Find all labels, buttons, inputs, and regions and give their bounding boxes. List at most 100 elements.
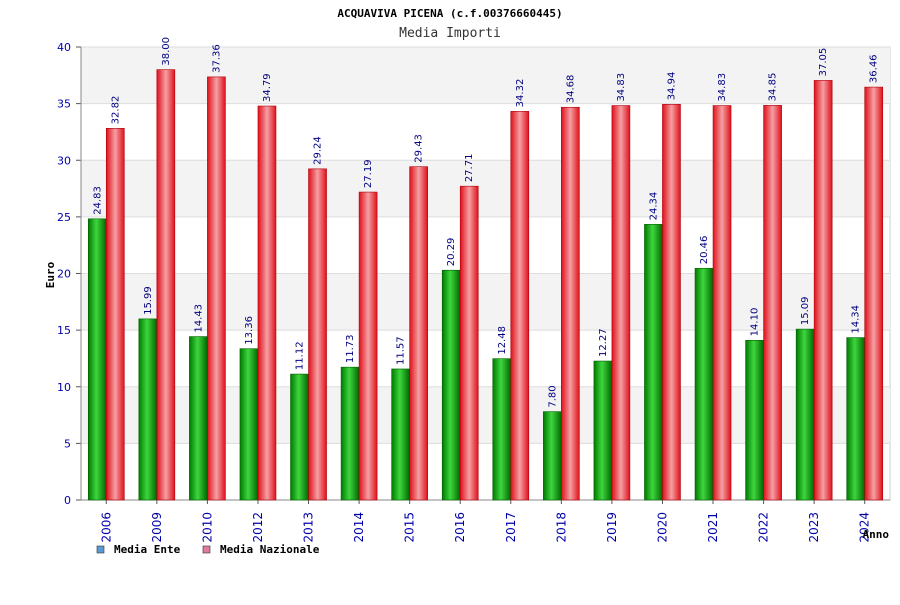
legend-swatch xyxy=(202,545,211,554)
data-label: 11.73 xyxy=(345,335,356,364)
bar-media-ente xyxy=(87,218,107,501)
bar-media-ente xyxy=(543,411,562,501)
chart-subtitle: Media Importi xyxy=(399,26,501,41)
legend: Media Ente Media Nazionale xyxy=(96,543,320,556)
bars xyxy=(87,69,884,501)
x-tick-label: 2012 xyxy=(251,512,265,543)
bar-media-ente xyxy=(593,360,613,501)
data-label: 34.79 xyxy=(262,73,273,102)
bar-media-nazionale xyxy=(459,185,479,501)
x-axis-ticks: 2006 2009 2010 2012 2013 2014 2015 2016 2017 2018… xyxy=(99,500,872,543)
data-label: 34.85 xyxy=(768,73,779,102)
y-tick-label: 10 xyxy=(57,381,71,394)
data-label: 14.10 xyxy=(750,308,761,337)
bar-media-ente xyxy=(290,373,309,501)
data-label: 14.34 xyxy=(851,305,862,334)
x-tick-label: 2010 xyxy=(200,512,214,543)
bar-media-ente xyxy=(239,348,259,501)
data-label: 29.24 xyxy=(313,136,324,165)
bar-media-ente xyxy=(340,366,360,501)
bar-media-nazionale xyxy=(358,191,378,501)
data-label: 7.80 xyxy=(547,385,558,407)
data-label: 38.00 xyxy=(161,37,172,66)
data-label: 11.57 xyxy=(396,336,407,365)
data-labels: 24.83 32.82 15.99 38.00 14.43 37.36 13.36 34.79… xyxy=(92,37,879,408)
bar-media-ente xyxy=(391,368,410,501)
bar-media-nazionale xyxy=(662,104,681,501)
data-label: 24.34 xyxy=(648,192,659,221)
x-tick-label: 2017 xyxy=(504,512,518,543)
y-tick-label: 0 xyxy=(64,494,71,507)
data-label: 37.05 xyxy=(818,48,829,77)
y-tick-label: 25 xyxy=(57,211,71,224)
bar-media-ente xyxy=(492,358,512,501)
x-tick-label: 2006 xyxy=(99,512,113,543)
bar-media-ente xyxy=(745,340,764,501)
bar-media-nazionale xyxy=(409,166,428,501)
x-tick-label: 2015 xyxy=(403,512,417,543)
data-label: 24.83 xyxy=(92,186,103,215)
bar-media-nazionale xyxy=(561,106,580,501)
y-tick-label: 30 xyxy=(57,154,71,167)
bar-media-nazionale xyxy=(712,105,732,501)
data-label: 14.43 xyxy=(193,304,204,333)
bar-media-nazionale xyxy=(156,69,176,501)
chart-title: ACQUAVIVA PICENA (c.f.00376660445) xyxy=(337,7,562,20)
data-label: 34.83 xyxy=(717,73,728,102)
x-tick-label: 2014 xyxy=(352,512,366,543)
data-label: 27.71 xyxy=(464,154,475,183)
data-label: 37.36 xyxy=(211,44,222,73)
bar-media-nazionale xyxy=(308,168,327,501)
data-label: 20.46 xyxy=(699,236,710,265)
x-tick-label: 2022 xyxy=(757,512,771,543)
bar-media-nazionale xyxy=(105,128,125,501)
y-tick-label: 5 xyxy=(64,437,71,450)
y-tick-label: 20 xyxy=(57,268,71,281)
data-label: 34.32 xyxy=(515,79,526,108)
bar-media-nazionale xyxy=(763,105,782,501)
bar-media-nazionale xyxy=(257,105,277,501)
bar-media-nazionale xyxy=(813,80,833,501)
data-label: 11.12 xyxy=(295,341,306,370)
legend-swatch xyxy=(96,545,105,554)
y-axis-label: Euro xyxy=(44,261,57,288)
data-label: 32.82 xyxy=(110,96,121,125)
data-label: 34.83 xyxy=(616,73,627,102)
x-tick-label: 2016 xyxy=(453,512,467,543)
x-tick-label: 2019 xyxy=(605,512,619,543)
x-tick-label: 2023 xyxy=(807,512,821,543)
data-label: 34.68 xyxy=(565,75,576,104)
bar-media-ente xyxy=(795,328,815,501)
bar-media-nazionale xyxy=(864,86,884,501)
data-label: 15.99 xyxy=(143,286,154,315)
bar-media-ente xyxy=(138,318,158,501)
data-label: 13.36 xyxy=(244,316,255,345)
data-label: 20.29 xyxy=(446,238,457,267)
bar-media-ente xyxy=(189,336,208,501)
data-label: 34.94 xyxy=(666,72,677,101)
data-label: 36.46 xyxy=(869,54,880,83)
x-tick-label: 2013 xyxy=(302,512,316,543)
x-axis-label: Anno xyxy=(863,528,890,541)
x-tick-label: 2021 xyxy=(706,512,720,543)
bar-media-nazionale xyxy=(510,111,530,501)
data-label: 27.19 xyxy=(363,159,374,188)
data-label: 15.09 xyxy=(800,296,811,325)
y-tick-label: 40 xyxy=(57,41,71,54)
y-tick-label: 35 xyxy=(57,98,71,111)
legend-label: Media Nazionale xyxy=(220,543,320,556)
bar-media-ente xyxy=(441,269,461,501)
legend-label: Media Ente xyxy=(114,543,181,556)
bar-media-ente xyxy=(644,224,663,501)
x-tick-label: 2018 xyxy=(554,512,568,543)
y-tick-label: 15 xyxy=(57,324,71,337)
bar-media-ente xyxy=(846,337,866,501)
bar-media-nazionale xyxy=(207,76,226,501)
bar-media-nazionale xyxy=(611,105,631,501)
x-tick-label: 2009 xyxy=(150,512,164,543)
data-label: 29.43 xyxy=(414,134,425,163)
data-label: 12.48 xyxy=(497,326,508,355)
bar-media-ente xyxy=(694,267,714,501)
